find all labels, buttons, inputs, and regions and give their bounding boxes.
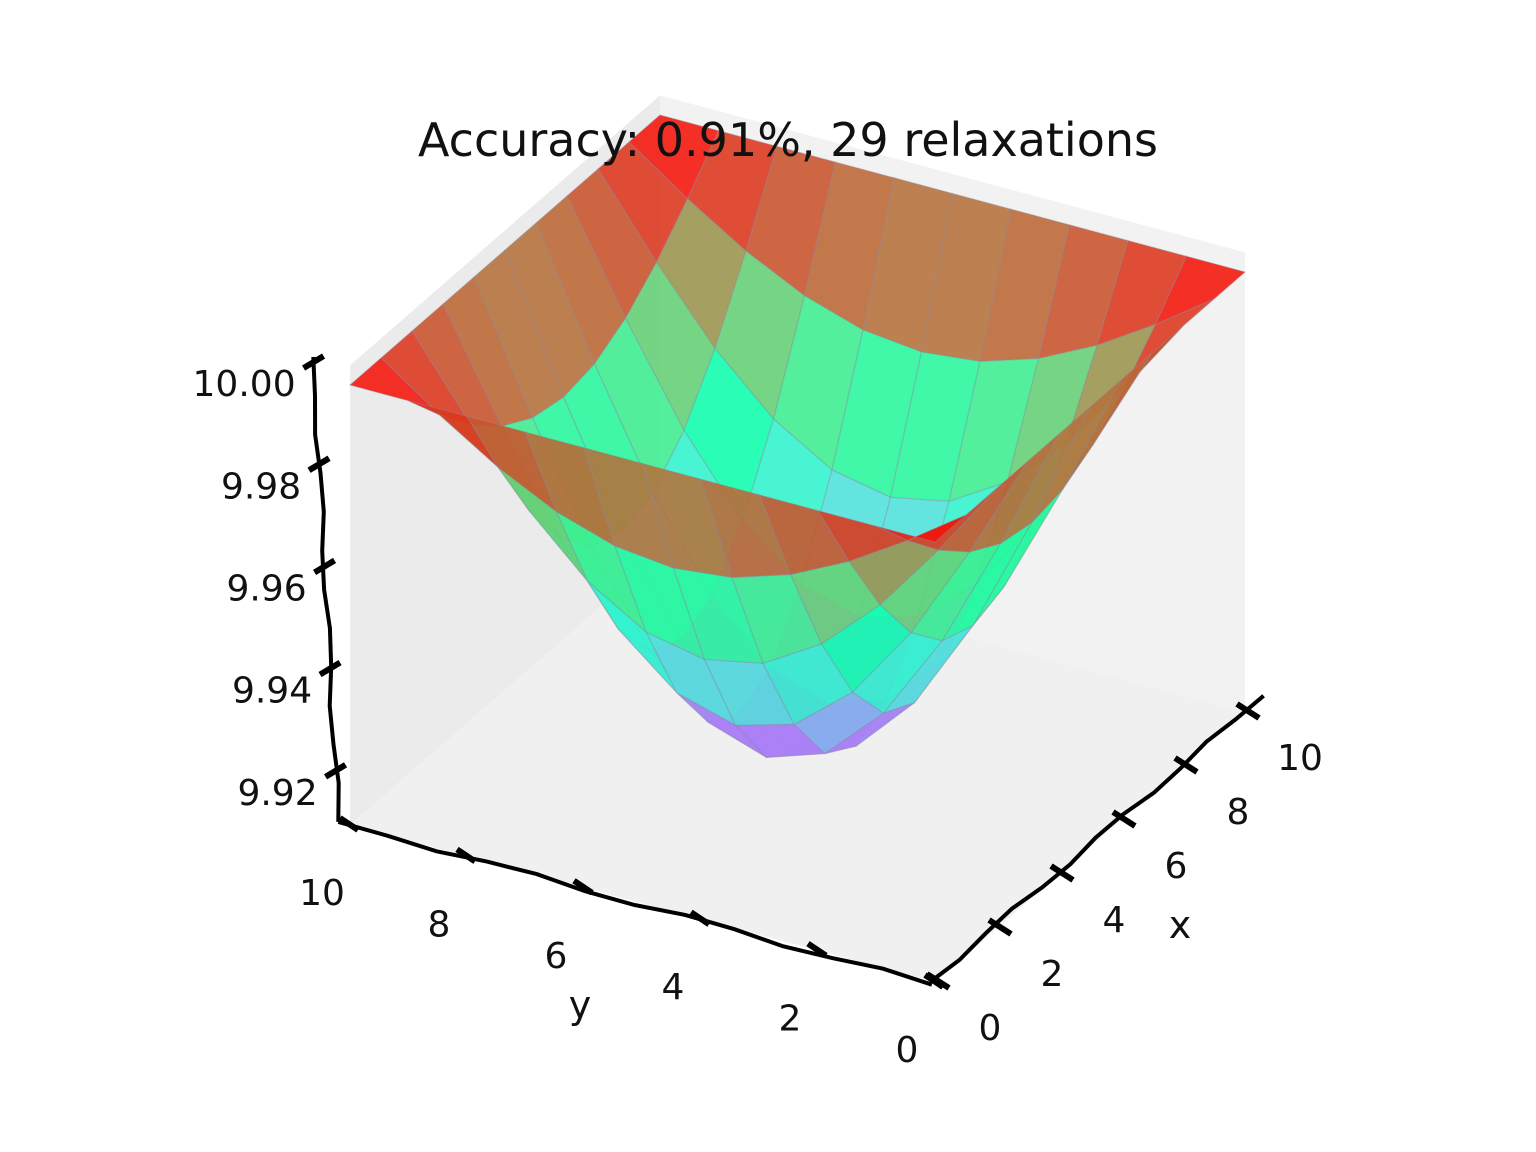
y-tick-label: 6 [545, 936, 568, 977]
surface-cell-3-0 [968, 433, 1060, 553]
y-tick-label: 10 [299, 873, 345, 914]
z-tick-label: 9.96 [226, 568, 306, 609]
x-tick-mark [1173, 755, 1199, 775]
x-tick-mark [1235, 701, 1261, 721]
z-tick-mark [302, 353, 326, 371]
z-axis-line [311, 356, 341, 822]
surface-cell-0-8 [408, 400, 499, 468]
x-tick-label: 8 [1227, 792, 1250, 833]
y-tick-label: 8 [428, 904, 451, 945]
surface-cell-9-1 [1096, 239, 1188, 347]
y-axis-line [337, 819, 933, 987]
x-tick-mark [1049, 863, 1075, 883]
y-tick-mark [806, 941, 828, 959]
z-tick-mark [313, 557, 337, 575]
y-tick-label: 0 [896, 1030, 919, 1071]
x-tick-label: 4 [1103, 900, 1126, 941]
y-tick-mark [455, 846, 477, 864]
axis-lines [311, 356, 1265, 987]
surface-cell-9-3 [979, 208, 1071, 363]
y-tick-mark [572, 878, 594, 896]
y-axis-label: y [569, 983, 592, 1027]
surface-cell-9-0 [1154, 255, 1247, 326]
surface-cell-0-9 [348, 357, 440, 416]
z-tick-mark [324, 762, 348, 780]
y-tick-mark [338, 815, 360, 833]
surface-plot [348, 114, 1247, 759]
z-tick-label: 9.98 [221, 466, 301, 507]
x-tick-label: 0 [979, 1008, 1002, 1049]
surface-cell-0-0 [876, 514, 967, 543]
z-tick-mark [318, 660, 342, 678]
surface-cell-8-0 [1123, 298, 1215, 389]
x-tick-mark [987, 917, 1013, 937]
z-tick-label: 9.92 [237, 773, 317, 814]
x-axis-label: x [1169, 903, 1192, 947]
y-tick-mark [923, 972, 945, 990]
chart-title: Accuracy: 0.91%, 29 relaxations [418, 113, 1158, 167]
y-tick-label: 4 [662, 967, 685, 1008]
z-tick-label: 9.94 [232, 671, 312, 712]
y-tick-mark [689, 909, 711, 927]
x-tick-label: 10 [1277, 738, 1323, 779]
x-tick-mark [1111, 809, 1137, 829]
y-tick-label: 2 [779, 999, 802, 1040]
floor-pane [350, 555, 1245, 982]
z-tick-mark [307, 455, 331, 473]
x-axis-line [928, 694, 1265, 984]
x-tick-label: 6 [1165, 846, 1188, 887]
x-tick-label: 2 [1041, 954, 1064, 995]
z-tick-label: 10.00 [193, 364, 296, 405]
